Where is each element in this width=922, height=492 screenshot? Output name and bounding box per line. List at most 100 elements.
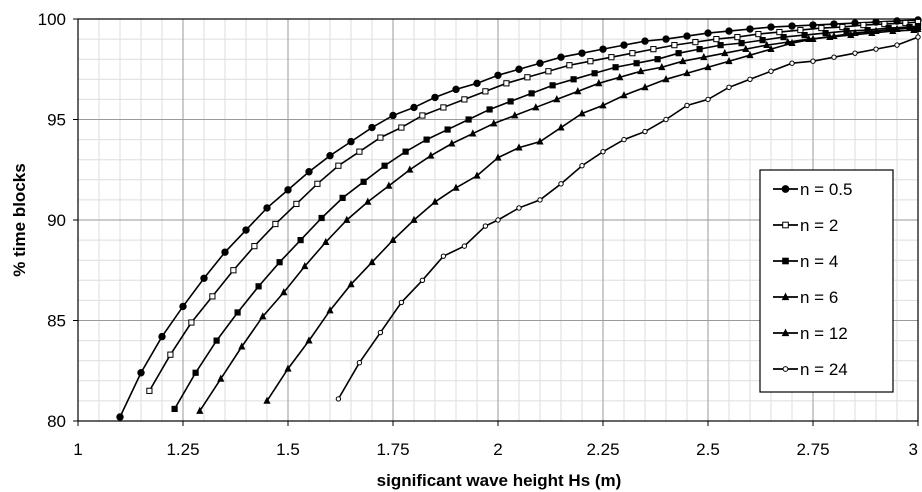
- data-point: [767, 23, 775, 31]
- data-point: [217, 374, 225, 382]
- data-point: [280, 288, 288, 296]
- legend-marker: [782, 257, 789, 265]
- data-point: [495, 217, 501, 223]
- legend-entry: n = 2: [773, 216, 838, 235]
- data-point: [831, 54, 837, 60]
- data-point: [461, 243, 468, 249]
- data-point: [549, 82, 556, 89]
- data-point: [146, 387, 153, 394]
- data-point: [314, 180, 321, 187]
- data-point: [566, 62, 573, 69]
- data-point: [368, 257, 376, 266]
- data-point: [301, 261, 309, 270]
- data-point: [431, 197, 439, 205]
- data-point: [284, 186, 292, 194]
- data-point: [398, 299, 405, 306]
- data-point: [633, 60, 640, 67]
- data-point: [662, 75, 670, 83]
- y-axis-title: % time blocks: [10, 163, 29, 276]
- data-point: [612, 64, 619, 71]
- data-point: [599, 45, 607, 53]
- data-point: [238, 342, 246, 350]
- data-point: [684, 102, 690, 109]
- data-point: [242, 226, 250, 234]
- data-point: [860, 21, 867, 29]
- data-point: [406, 165, 414, 173]
- data-point: [116, 413, 124, 421]
- data-point: [536, 59, 544, 67]
- data-point: [263, 204, 271, 212]
- data-point: [276, 259, 283, 266]
- data-point: [343, 215, 351, 223]
- series-group: [116, 16, 922, 421]
- x-tick-label: 1.5: [276, 440, 300, 459]
- legend-box: [759, 169, 894, 393]
- data-point: [578, 49, 586, 57]
- legend-label: n = 4: [800, 252, 838, 271]
- legend-label: n = 24: [800, 360, 848, 379]
- series-group: [263, 22, 922, 404]
- data-point: [536, 137, 544, 145]
- x-tick-label: 1: [73, 440, 82, 459]
- data-point: [830, 31, 838, 39]
- data-point: [725, 27, 733, 35]
- x-tick-label: 2.25: [586, 440, 619, 459]
- data-point: [810, 58, 816, 64]
- data-point: [230, 267, 237, 274]
- legend-label: n = 2: [800, 216, 838, 235]
- data-point: [318, 214, 325, 222]
- data-point: [419, 112, 426, 119]
- data-point: [515, 143, 523, 151]
- data-point: [167, 351, 174, 358]
- data-point: [713, 36, 720, 43]
- data-point: [608, 54, 615, 61]
- data-point: [452, 85, 460, 94]
- data-point: [872, 26, 880, 34]
- data-point: [192, 369, 199, 376]
- x-tick-label: 2.5: [696, 440, 720, 459]
- data-point: [738, 40, 745, 47]
- data-point: [557, 123, 565, 131]
- data-point: [591, 70, 598, 77]
- legend-label: n = 6: [800, 288, 838, 307]
- series-line: [148, 21, 919, 392]
- data-point: [683, 32, 691, 40]
- data-point: [427, 151, 435, 159]
- data-point: [494, 153, 502, 161]
- series-group: [335, 34, 921, 402]
- data-point: [221, 248, 229, 256]
- data-point: [852, 50, 858, 56]
- data-point: [557, 53, 565, 61]
- x-tick-label: 2.75: [796, 440, 829, 459]
- data-point: [851, 28, 859, 36]
- data-point: [347, 280, 355, 288]
- data-point: [293, 200, 300, 208]
- data-point: [797, 26, 804, 34]
- data-point: [259, 312, 267, 320]
- data-point: [347, 137, 355, 146]
- data-point: [482, 88, 489, 95]
- data-point: [440, 104, 447, 111]
- data-point: [809, 34, 817, 43]
- legend-marker: [781, 185, 790, 193]
- data-point: [377, 134, 384, 141]
- data-point: [284, 364, 292, 372]
- data-point: [637, 66, 645, 75]
- data-point: [902, 19, 909, 27]
- data-point: [620, 41, 628, 49]
- data-point: [171, 405, 178, 413]
- data-point: [705, 96, 711, 103]
- data-point: [537, 197, 543, 203]
- data-point: [915, 34, 921, 40]
- data-point: [385, 181, 393, 189]
- legend-marker: [781, 292, 790, 301]
- data-point: [339, 194, 346, 201]
- legend-entry: n = 6: [773, 288, 838, 307]
- data-point: [717, 42, 724, 49]
- data-point: [528, 90, 535, 97]
- data-point: [662, 35, 670, 43]
- data-point: [545, 68, 552, 75]
- data-point: [746, 50, 754, 59]
- data-point: [704, 29, 712, 37]
